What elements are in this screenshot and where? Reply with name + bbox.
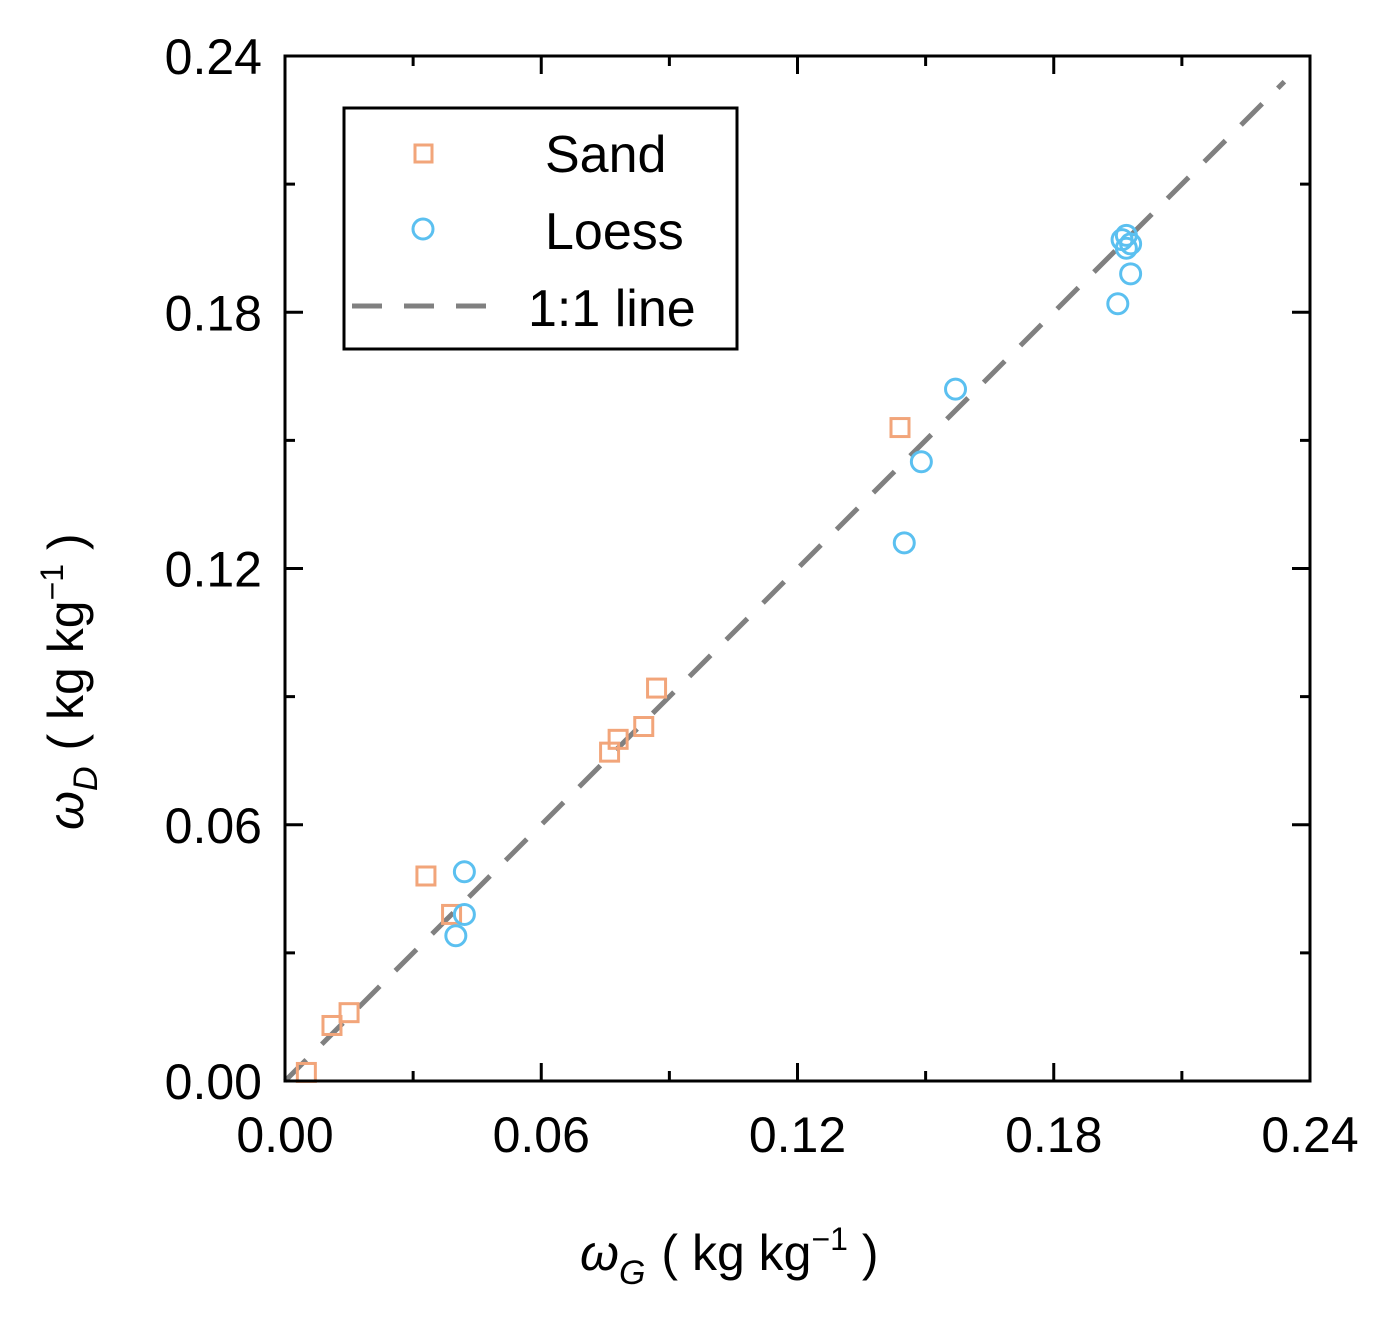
x-axis-symbol: ω — [580, 1225, 619, 1281]
y-tick-label: 0.00 — [165, 1054, 262, 1110]
y-axis-title: ωD ( kg kg−1 ) — [34, 533, 105, 830]
y-axis-symbol: ω — [38, 791, 94, 830]
x-tick-label: 0.18 — [1005, 1107, 1102, 1163]
sand-point — [633, 716, 655, 738]
x-axis-title: ωG ( kg kg−1 ) — [580, 1221, 879, 1292]
legend-box — [342, 106, 739, 351]
loess-point — [892, 531, 916, 555]
loess-point — [1119, 262, 1143, 286]
x-axis-unit-close: ) — [848, 1225, 879, 1281]
sand-point — [889, 417, 911, 439]
x-axis-subscript: G — [619, 1254, 645, 1292]
sand-point — [646, 677, 668, 699]
sand-point — [441, 903, 463, 925]
legend-line-label: 1:1 line — [528, 280, 696, 338]
x-tick-label: 0.24 — [1261, 1107, 1358, 1163]
loess-point — [452, 860, 476, 884]
x-tick-labels: 0.00 0.06 0.12 0.18 0.24 — [236, 1107, 1358, 1163]
y-axis-unit: ( kg kg — [38, 600, 94, 750]
sand-point — [607, 728, 629, 750]
data-points — [295, 223, 1143, 1083]
x-axis-unit-exponent: −1 — [811, 1221, 847, 1257]
sand-point — [415, 865, 437, 887]
y-tick-label: 0.18 — [165, 285, 262, 341]
loess-point — [452, 902, 476, 926]
y-tick-label: 0.06 — [165, 798, 262, 854]
y-tick-label: 0.24 — [165, 29, 262, 85]
x-axis-unit: ( kg kg — [661, 1225, 811, 1281]
legend-loess-marker — [411, 217, 435, 241]
legend-sand-label: Sand — [545, 126, 666, 184]
legend: Sand Loess 1:1 line — [342, 106, 739, 351]
sand-point — [321, 1014, 343, 1036]
one-to-one-line-path — [283, 79, 1287, 1083]
loess-point — [1119, 232, 1143, 256]
x-tick-label: 0.06 — [493, 1107, 590, 1163]
sand-point — [338, 1002, 360, 1024]
loess-point — [909, 450, 933, 474]
legend-loess-label: Loess — [545, 203, 684, 261]
y-axis-unit-exponent: −1 — [34, 564, 70, 600]
loess-point — [1106, 292, 1130, 316]
x-tick-label: 0.12 — [749, 1107, 846, 1163]
y-axis-subscript: D — [67, 766, 105, 791]
legend-sand-marker — [413, 143, 434, 164]
loess-point — [944, 377, 968, 401]
y-tick-labels: 0.00 0.06 0.12 0.18 0.24 — [165, 29, 262, 1110]
y-tick-label: 0.12 — [165, 542, 262, 598]
y-axis-unit-close: ) — [38, 533, 94, 564]
plot-frame — [283, 54, 1312, 1083]
one-to-one-line — [283, 79, 1287, 1083]
x-tick-label: 0.00 — [236, 1107, 333, 1163]
loess-point — [444, 924, 468, 948]
loess-point — [1114, 236, 1138, 260]
